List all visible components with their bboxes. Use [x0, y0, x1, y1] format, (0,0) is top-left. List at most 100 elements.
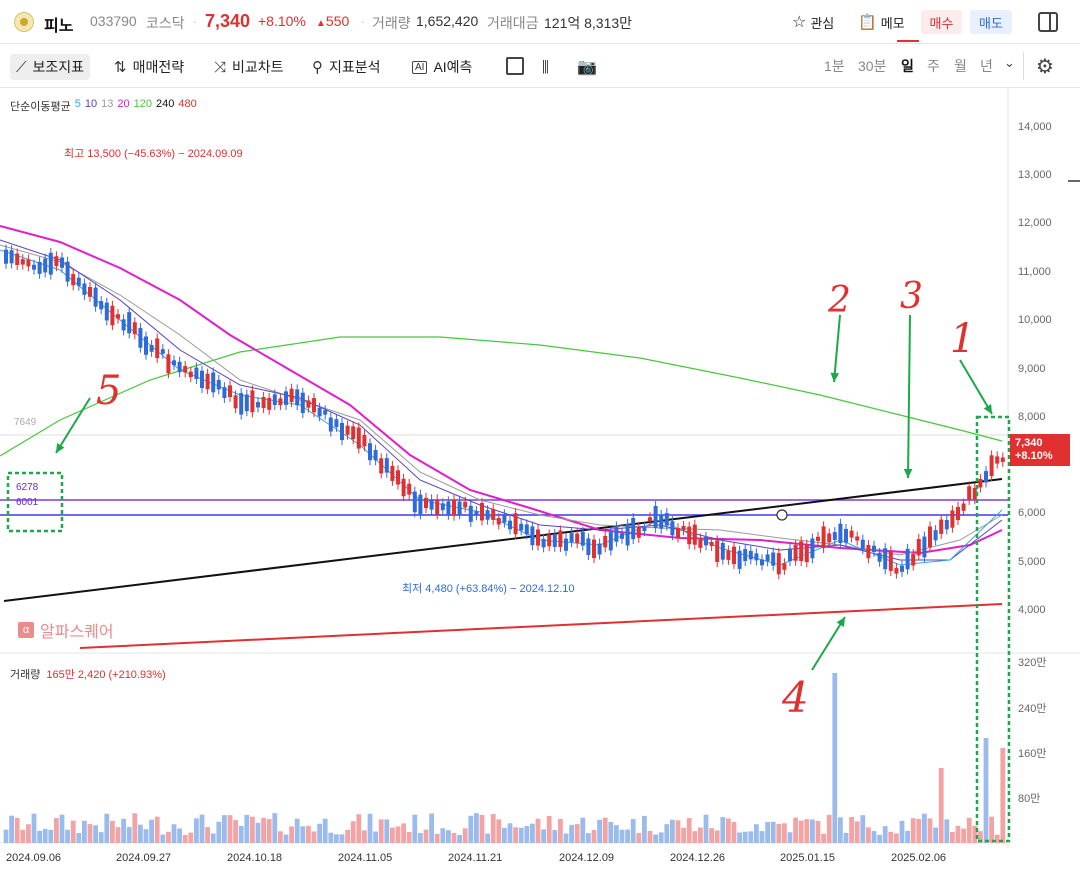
gear-icon[interactable]: ⚙	[1036, 56, 1054, 78]
volume-bar	[289, 826, 294, 843]
volume-bar	[345, 829, 350, 843]
memo-button[interactable]: 📋 메모	[858, 10, 905, 34]
candle-body	[121, 319, 126, 331]
volume-bar	[675, 820, 681, 843]
layout-toggle-icon[interactable]	[1038, 12, 1058, 32]
volume-bar	[356, 814, 362, 843]
square-shape-icon[interactable]	[506, 57, 524, 75]
volume-bar	[177, 828, 182, 843]
candle-body	[261, 396, 266, 409]
period-day[interactable]: 일	[901, 58, 914, 74]
handwritten-mark: 1	[950, 316, 975, 362]
ma-legend-title: 단순이동평균	[10, 101, 71, 113]
analysis-button[interactable]: ⚲ 지표분석	[312, 54, 381, 80]
candle-body	[267, 397, 272, 410]
volume-bar	[322, 818, 328, 843]
candle-body	[211, 372, 216, 393]
candle-body	[698, 538, 703, 548]
screenshot-button[interactable]: 📷	[577, 54, 597, 80]
candle-body	[194, 367, 199, 380]
candle-body	[782, 563, 787, 570]
period-30min[interactable]: 30분	[858, 58, 887, 74]
volume-bar	[838, 817, 843, 843]
period-week[interactable]: 주	[927, 58, 940, 74]
candle-body	[496, 517, 501, 525]
candle-body	[440, 503, 445, 511]
shuffle-icon: ⤨	[214, 58, 227, 76]
candle-body	[648, 517, 652, 522]
chevron-down-icon[interactable]: ⌄	[1004, 55, 1015, 70]
price-tag-value: 7,340	[1015, 437, 1043, 449]
vol-tick-label: 240만	[1018, 703, 1047, 715]
separator-dot: ·	[360, 13, 365, 30]
volume-bar	[602, 817, 608, 843]
volume-bar	[496, 819, 502, 843]
sell-button[interactable]: 매도	[970, 10, 1012, 34]
candle-body	[950, 510, 955, 528]
volume-bar	[401, 823, 406, 843]
volume-bar	[882, 826, 888, 843]
candle-body	[132, 322, 137, 335]
candle-body	[244, 394, 249, 412]
candle-body	[631, 518, 636, 540]
candle-body	[614, 526, 619, 542]
volume-bar	[434, 833, 440, 843]
price-chart[interactable]: 1 2 3 4 5	[0, 88, 1080, 876]
handwritten-mark: 3	[900, 276, 923, 317]
volume-bar	[686, 818, 692, 843]
volume-bar	[849, 817, 854, 843]
candle-body	[104, 302, 109, 321]
candle-body	[636, 526, 641, 538]
volume-bar	[955, 825, 961, 843]
period-month[interactable]: 월	[954, 58, 967, 74]
candle-body	[916, 538, 921, 556]
volume-bar	[70, 820, 76, 843]
volume-bar	[698, 827, 703, 843]
candle-body	[15, 253, 20, 265]
volume-bar	[625, 829, 630, 843]
active-period-underline	[897, 40, 919, 42]
candle-body	[524, 524, 529, 535]
candle-body	[356, 427, 361, 449]
high-annotation: 최고 13,500 (−45.63%) − 2024.09.09	[64, 148, 243, 160]
trendline-black	[3, 478, 1003, 602]
compare-button[interactable]: ⤨ 비교차트	[214, 54, 284, 80]
candle-body	[177, 361, 182, 373]
candle-body	[491, 509, 496, 520]
low-annotation: 최저 4,480 (+63.84%) − 2024.12.10	[402, 583, 575, 595]
vol-tick-label: 80만	[1018, 793, 1041, 805]
period-1min[interactable]: 1분	[824, 58, 845, 74]
volume-bar	[888, 831, 894, 843]
handwritten-mark: 5	[96, 368, 121, 414]
amount-label: 거래대금	[487, 15, 539, 31]
volume-bar	[966, 817, 972, 843]
volume-bar	[406, 831, 412, 843]
candle-body	[860, 539, 865, 550]
candle-body	[939, 519, 944, 534]
volume-bar	[227, 815, 233, 843]
candle-type-button[interactable]: ⫼	[542, 54, 549, 80]
candle-body	[407, 483, 412, 495]
indicators-button[interactable]: ⟋ 보조지표	[10, 54, 91, 80]
volume-bar	[244, 814, 250, 843]
candle-body	[776, 553, 781, 575]
volume-bar	[65, 829, 70, 843]
ai-forecast-button[interactable]: AI AI예측	[412, 54, 472, 80]
favorite-label: 관심	[810, 15, 835, 31]
separator-dot: ·	[192, 13, 197, 30]
candle-body	[687, 526, 692, 545]
period-year[interactable]: 년	[980, 58, 993, 74]
candle-body	[289, 388, 294, 402]
volume-bar	[759, 831, 765, 843]
volume-bar	[826, 814, 832, 843]
volume-bar	[462, 828, 468, 843]
candle-body	[944, 519, 949, 530]
volume-bar	[608, 822, 614, 843]
stock-header: 피노 033790 코스닥 · 7,340 +8.10% ▲550 · 거래량 …	[0, 0, 1080, 44]
candle-body	[972, 488, 977, 500]
volume-bar	[950, 832, 955, 843]
buy-button[interactable]: 매수	[921, 10, 962, 34]
candle-body	[877, 552, 882, 562]
favorite-button[interactable]: ☆ 관심	[792, 10, 834, 34]
strategy-button[interactable]: ⇅ 매매전략	[114, 54, 184, 80]
